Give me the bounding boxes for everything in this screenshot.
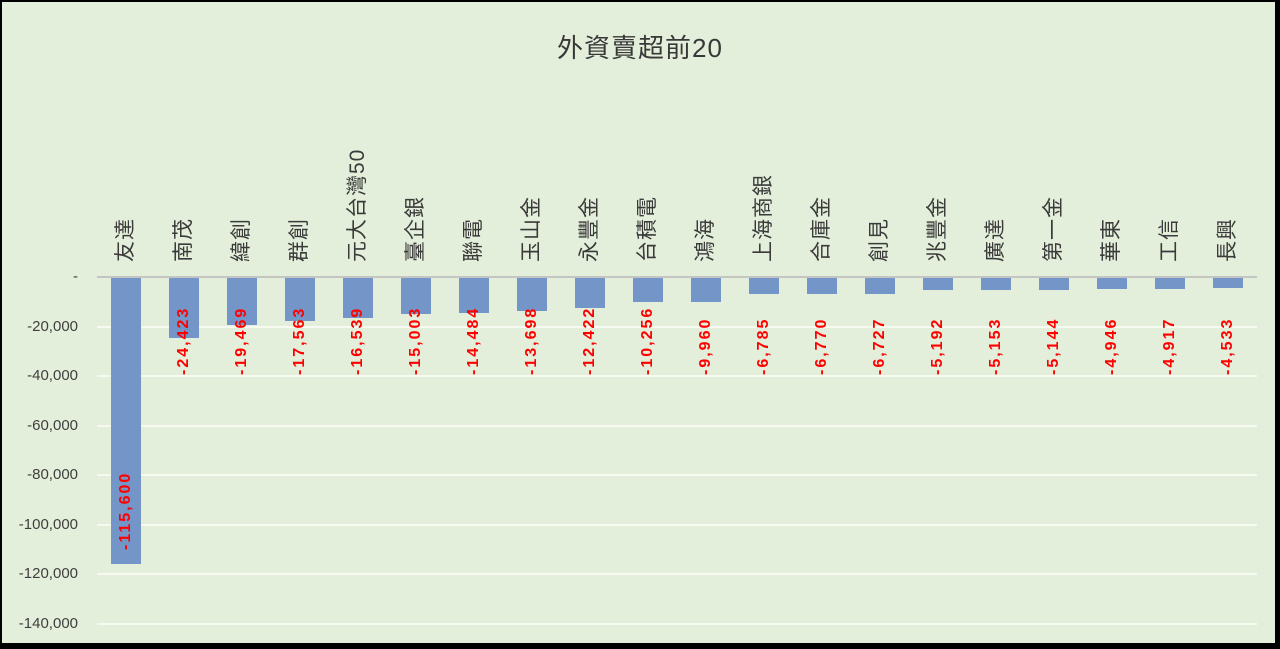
bar	[1155, 278, 1185, 289]
bar	[1213, 278, 1243, 288]
gridline	[97, 326, 1257, 328]
value-label: -4,946	[1103, 317, 1120, 375]
value-label: -19,469	[233, 306, 250, 375]
category-label: 廣達	[984, 218, 1007, 262]
category-label: 華東	[1100, 218, 1123, 262]
bar	[633, 278, 663, 302]
value-label: -5,153	[987, 317, 1004, 375]
bar	[227, 278, 257, 325]
gridline	[97, 425, 1257, 427]
value-label: -13,698	[523, 306, 540, 375]
value-label: -10,256	[639, 306, 656, 375]
category-label: 工信	[1158, 218, 1181, 262]
bar	[169, 278, 199, 338]
bar	[111, 278, 141, 564]
bar	[981, 278, 1011, 290]
gridline	[97, 474, 1257, 476]
chart-title: 外資賣超前20	[557, 33, 723, 63]
value-label: -12,422	[581, 306, 598, 375]
category-label: 兆豐金	[926, 196, 949, 262]
category-label: 合庫金	[810, 196, 833, 262]
category-label: 緯創	[230, 218, 253, 262]
gridline	[97, 524, 1257, 526]
bar	[807, 278, 837, 294]
bar	[343, 278, 373, 318]
category-label: 臺企銀	[404, 196, 427, 262]
category-label: 長興	[1216, 218, 1239, 262]
bar	[1097, 278, 1127, 289]
value-label: -15,003	[407, 306, 424, 375]
value-label: -24,423	[175, 306, 192, 375]
y-axis-tick-label: -80,000	[27, 466, 78, 483]
value-label: -5,144	[1045, 317, 1062, 375]
category-label: 台積電	[636, 196, 659, 262]
bar	[691, 278, 721, 302]
category-label: 玉山金	[520, 196, 543, 262]
category-label: 聯電	[462, 218, 485, 262]
bar	[517, 278, 547, 311]
bar	[401, 278, 431, 314]
bar	[1039, 278, 1069, 290]
value-label: -6,770	[813, 317, 830, 375]
category-label: 友達	[114, 218, 137, 262]
category-label: 群創	[288, 218, 311, 262]
y-axis-tick-label: -60,000	[27, 417, 78, 434]
category-label: 上海商銀	[752, 174, 775, 262]
value-label: -16,539	[349, 306, 366, 375]
value-label: -4,533	[1219, 317, 1236, 375]
category-label: 創見	[868, 218, 891, 262]
value-label: -5,192	[929, 317, 946, 375]
value-label: -4,917	[1161, 317, 1178, 375]
category-label: 永豐金	[578, 196, 601, 262]
gridline	[97, 375, 1257, 377]
bar	[285, 278, 315, 321]
value-label: -9,960	[697, 317, 714, 375]
bar	[459, 278, 489, 313]
value-label: -6,727	[871, 317, 888, 375]
category-label: 元大台灣50	[346, 148, 369, 262]
category-label: 鴻海	[694, 218, 717, 262]
value-label: -17,563	[291, 306, 308, 375]
gridline	[97, 573, 1257, 575]
y-axis-tick-label: -120,000	[18, 565, 78, 582]
category-label: 第一金	[1042, 196, 1065, 262]
bar	[865, 278, 895, 294]
value-label: -115,600	[117, 471, 134, 550]
value-label: -14,484	[465, 306, 482, 375]
value-label: -6,785	[755, 317, 772, 375]
category-label: 南茂	[172, 218, 195, 262]
y-axis-tick-label: -20,000	[27, 318, 78, 335]
bar	[575, 278, 605, 308]
gridline	[97, 623, 1257, 625]
y-axis-tick-label: -40,000	[27, 367, 78, 384]
y-axis-tick-label: -	[73, 268, 78, 285]
y-axis-tick-label: -140,000	[18, 615, 78, 632]
zero-axis-line	[97, 276, 1257, 278]
bar	[923, 278, 953, 290]
y-axis-tick-label: -100,000	[18, 516, 78, 533]
bar	[749, 278, 779, 294]
